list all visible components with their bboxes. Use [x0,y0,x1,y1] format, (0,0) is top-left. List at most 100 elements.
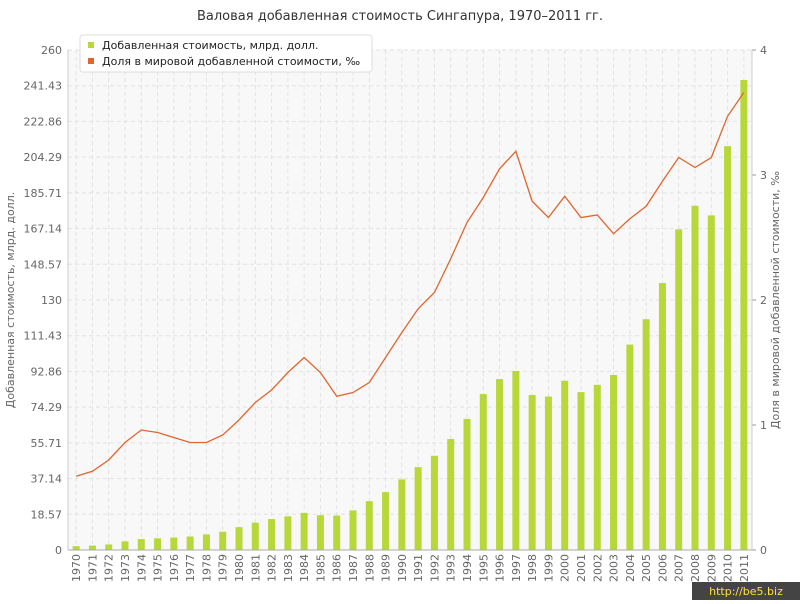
x-tick-label: 1978 [200,554,213,582]
bar [658,283,666,550]
x-tick-label: 2011 [738,554,751,582]
x-tick-label: 1971 [86,554,99,582]
x-tick-label: 1989 [380,554,393,582]
bar [414,467,422,550]
x-tick-label: 2007 [673,554,686,582]
x-tick-label: 1982 [266,554,279,582]
x-tick-label: 2006 [656,554,669,582]
x-tick-label: 1972 [103,554,116,582]
y-tick-label: 130 [41,294,62,307]
x-tick-label: 1985 [314,554,327,582]
bar [430,455,438,550]
line [75,92,745,477]
x-tick-label: 1983 [282,554,295,582]
bar [268,519,276,550]
x-tick-label: 1973 [119,554,132,582]
x-tick-label: 2001 [575,554,588,582]
x-tick-label: 1981 [249,554,262,582]
bar [447,439,455,550]
bar [463,418,471,550]
bar [740,80,748,550]
y-tick-label: 92.86 [31,365,63,378]
y-tick-label: 18.57 [31,508,63,521]
y2-tick-label: 1 [760,419,767,432]
watermark-bg [692,582,800,600]
bar [154,538,162,550]
x-tick-label: 2000 [559,554,572,582]
bar [349,510,357,550]
bar [316,515,324,550]
bar [137,539,145,550]
y2-axis-label: Доля в мировой добавленной стоимости, ‰ [769,171,782,429]
chart-title: Валовая добавленная стоимость Сингапура,… [197,9,603,24]
bar [512,370,520,550]
x-tick-label: 1976 [168,554,181,582]
x-tick-label: 1990 [396,554,409,582]
y-tick-label: 222.86 [24,115,63,128]
y2-tick-label: 3 [760,169,767,182]
bar [121,541,129,550]
bar [691,205,699,550]
legend-swatch [88,42,94,48]
legend: Добавленная стоимость, млрд. долл. Доля в… [79,34,373,73]
bar [577,392,585,550]
bar [105,544,113,550]
bar [219,531,227,550]
marks [72,80,748,550]
x-tick-label: 1999 [542,554,555,582]
bar [496,379,504,550]
bar [707,215,715,550]
x-tick-label: 1984 [298,554,311,582]
y-tick-label: 111.43 [24,330,63,343]
y-tick-label: 55.71 [31,437,63,450]
bar [642,319,650,550]
x-tick-label: 1996 [494,554,507,582]
y-tick-label: 241.43 [24,80,63,93]
bar [72,546,80,550]
x-tick-label: 1997 [510,554,523,582]
x-tick-label: 1970 [70,554,83,582]
bar [235,527,243,550]
bar [202,534,210,550]
y-tick-label: 260 [41,44,62,57]
y-tick-label: 148.57 [24,258,63,271]
x-tick-label: 1979 [217,554,230,582]
bar [170,537,178,550]
x-tick-label: 2005 [640,554,653,582]
x-tick-label: 2004 [624,554,637,582]
bar [724,146,732,550]
x-tick-label: 1986 [331,554,344,582]
y-tick-label: 74.29 [31,401,63,414]
bar [365,501,373,550]
x-tick-label: 1998 [526,554,539,582]
x-tick-label: 1977 [184,554,197,582]
legend-swatch [88,58,94,64]
bar [186,536,194,550]
x-tick-label: 1987 [347,554,360,582]
legend-label: Доля в мировой добавленной стоимости, ‰ [102,55,360,68]
x-tick-label: 2010 [722,554,735,582]
bar [610,375,618,550]
y-axis-label: Добавленная стоимость, млрд. долл. [4,192,17,408]
y-tick-label: 37.14 [31,473,63,486]
y2-tick-label: 2 [760,294,767,307]
y-tick-label: 204.29 [24,151,63,164]
x-tick-label: 1994 [461,554,474,582]
bar [544,396,552,550]
x-tick-label: 1991 [412,554,425,582]
bar [398,479,406,550]
bar [251,522,259,550]
x-tick-label: 1974 [135,554,148,582]
bar [561,380,569,550]
bar [626,344,634,550]
bar [528,395,536,550]
x-tick-label: 1992 [428,554,441,582]
bar [300,512,308,550]
legend-label: Добавленная стоимость, млрд. долл. [102,39,318,52]
x-tick-label: 1975 [152,554,165,582]
y-tick-label: 0 [55,544,62,557]
x-tick-label: 2002 [591,554,604,582]
bar [382,492,390,550]
